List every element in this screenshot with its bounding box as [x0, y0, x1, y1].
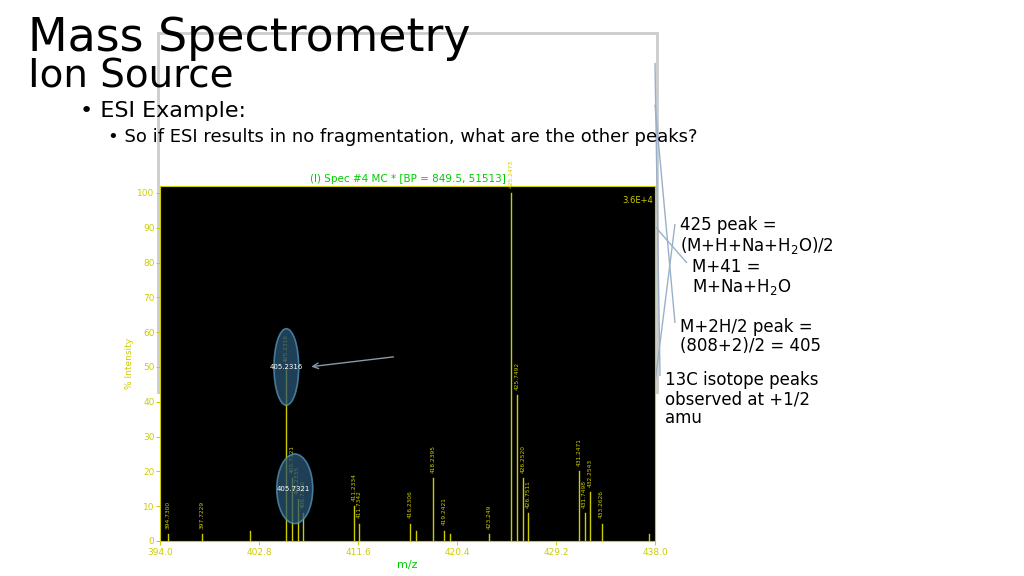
Text: (M+H+Na+H$_2$O)/2: (M+H+Na+H$_2$O)/2 [680, 235, 834, 256]
Text: 411.7342: 411.7342 [357, 491, 361, 518]
Text: • ESI Example:: • ESI Example: [80, 101, 246, 121]
Text: 405.2316: 405.2316 [269, 364, 303, 370]
Title: (I) Spec #4 MC * [BP = 849.5, 51513]: (I) Spec #4 MC * [BP = 849.5, 51513] [309, 174, 506, 184]
Text: 397.7229: 397.7229 [200, 501, 205, 529]
X-axis label: m/z: m/z [397, 560, 418, 570]
Text: (808+2)/2 = 405: (808+2)/2 = 405 [680, 337, 821, 355]
Text: amu: amu [665, 409, 701, 427]
Text: 416.2306: 416.2306 [408, 491, 413, 518]
Text: 406.2335: 406.2335 [295, 466, 300, 494]
Text: 432.2543: 432.2543 [588, 459, 593, 487]
Text: 431.7498: 431.7498 [582, 480, 587, 508]
Text: observed at +1/2: observed at +1/2 [665, 390, 810, 408]
Text: Ion Source: Ion Source [28, 58, 233, 96]
Text: 13C isotope peaks: 13C isotope peaks [665, 371, 818, 389]
Ellipse shape [276, 454, 312, 524]
Y-axis label: % Intensity: % Intensity [125, 338, 134, 389]
Text: 419.2421: 419.2421 [441, 498, 446, 525]
Text: 425.2473: 425.2473 [509, 160, 514, 188]
Text: 411.2334: 411.2334 [351, 473, 356, 501]
Text: • So if ESI results in no fragmentation, what are the other peaks?: • So if ESI results in no fragmentation,… [108, 128, 697, 146]
Text: 405.2316: 405.2316 [284, 334, 289, 362]
Text: M+Na+H$_2$O: M+Na+H$_2$O [692, 277, 792, 297]
Text: 394.7300: 394.7300 [166, 501, 171, 529]
Text: 423.249: 423.249 [486, 505, 492, 529]
Text: 3.6E+4: 3.6E+4 [622, 196, 652, 206]
Text: 425 peak =: 425 peak = [680, 216, 776, 234]
Text: 425.7492: 425.7492 [515, 362, 519, 389]
Text: M+41 =: M+41 = [692, 258, 761, 276]
Ellipse shape [274, 329, 299, 406]
Text: 426.2520: 426.2520 [520, 445, 525, 473]
Text: 418.2395: 418.2395 [430, 445, 435, 473]
Text: Mass Spectrometry: Mass Spectrometry [28, 16, 470, 61]
Text: M+2H/2 peak =: M+2H/2 peak = [680, 318, 813, 336]
Text: 431.2471: 431.2471 [577, 438, 582, 466]
Text: 433.2626: 433.2626 [599, 491, 604, 518]
Text: 405.7321: 405.7321 [290, 445, 295, 473]
Text: 426.7511: 426.7511 [526, 480, 530, 508]
Text: 405.7321: 405.7321 [276, 486, 310, 492]
Text: 406.7340: 406.7340 [301, 480, 306, 508]
